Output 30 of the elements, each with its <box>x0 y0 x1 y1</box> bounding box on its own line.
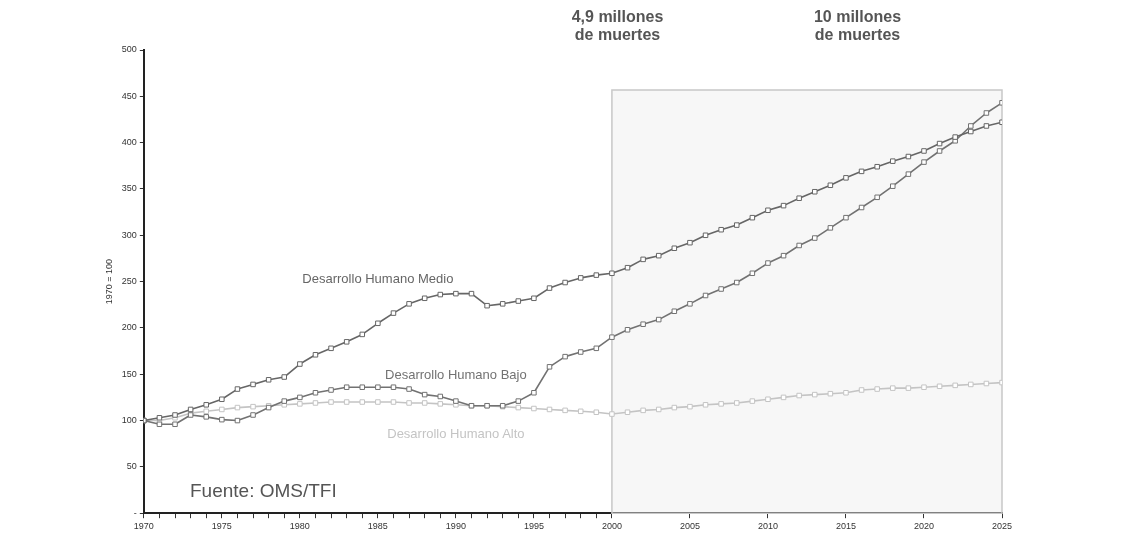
y-tick-label: 100 <box>121 415 137 426</box>
x-tick-label: 1985 <box>367 521 388 532</box>
y-tick-label: 200 <box>121 322 137 333</box>
series-label: Desarrollo Humano Alto <box>387 426 525 442</box>
x-tick-label: 2010 <box>757 521 778 532</box>
y-tick-label: 50 <box>126 461 137 472</box>
x-tick-label: 1975 <box>211 521 232 532</box>
x-tick-label: 2025 <box>991 521 1013 532</box>
x-tick-label: 2015 <box>835 521 856 532</box>
x-tick-label: 2020 <box>913 521 934 532</box>
y-axis-title: 1970 = 100 <box>103 258 114 305</box>
x-tick-label: 2000 <box>601 521 622 532</box>
x-tick-label: 1995 <box>523 521 544 532</box>
y-tick-label: - <box>133 507 137 518</box>
x-tick-label: 2005 <box>679 521 700 532</box>
y-tick-label: 400 <box>121 137 137 148</box>
y-tick-label: 250 <box>121 276 137 287</box>
text: 10 millones de muertes <box>812 8 903 44</box>
series-label: Desarrollo Humano Medio <box>302 270 454 286</box>
x-tick-label: 1980 <box>289 521 310 532</box>
y-tick-label: 300 <box>121 229 137 240</box>
y-tick-label: 500 <box>121 44 137 55</box>
y-tick-label: 350 <box>121 183 137 194</box>
x-tick-label: 1970 <box>133 521 154 532</box>
text: 4,9 millones de muertes <box>570 8 665 44</box>
annotation: Fuente: OMS/TFI <box>190 480 337 502</box>
series-label: Desarrollo Humano Bajo <box>385 366 527 382</box>
x-tick-label: 1990 <box>445 521 466 532</box>
y-tick-label: 450 <box>121 90 137 101</box>
y-tick-label: 150 <box>121 368 137 379</box>
